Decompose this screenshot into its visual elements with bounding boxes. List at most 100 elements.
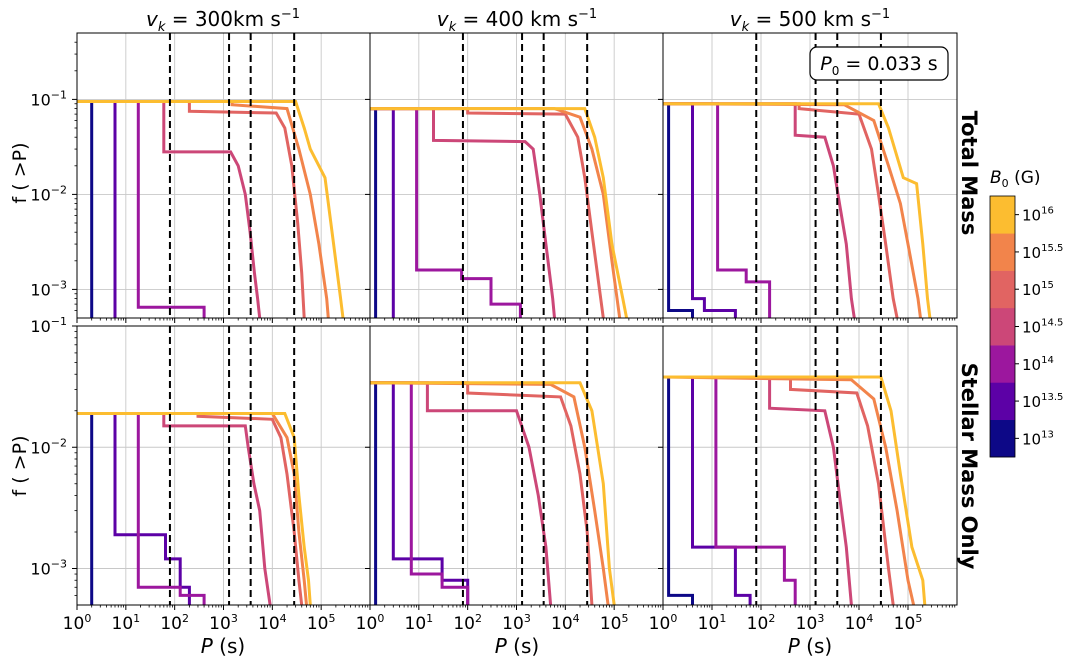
xlabel-col1: P (s) [201,634,245,658]
y-tick-base: 10 [30,560,50,579]
x-tick-exponent: 4 [866,612,873,625]
colorbar-tick-label: 1015.5 [1022,243,1063,262]
colorbar-blocks [989,195,1016,458]
series-line-10e16 [370,107,629,318]
row-title-total-mass: Total Mass [957,111,981,236]
series-line-10e15p5 [663,375,916,605]
column-title-300: vk = 300km s−1 [146,7,300,35]
x-tick-label: 101 [112,612,141,634]
colorbar-tick-base: 10 [1022,319,1041,337]
y-tick-label: 10−2 [30,436,67,457]
x-tick-base: 10 [698,614,720,634]
y-tick-exponent: −1 [51,88,67,101]
series-line-10e15p5 [370,381,610,605]
y-tick-base: 10 [30,90,50,109]
colorbar-tick-base: 10 [1022,244,1041,262]
series-line-10e13p5 [77,100,117,318]
x-tick-exponent: 1 [133,612,140,625]
series-line-10e13p5 [77,412,191,605]
x-tick-label: 100 [649,612,678,634]
x-tick-label: 104 [258,612,287,634]
series-line-10e16 [370,381,616,605]
series-line-10e13 [663,102,694,318]
colorbar-swatch [990,419,1015,458]
xlabel-col3: P (s) [788,634,832,658]
x-tick-label: 101 [698,612,727,634]
row-title-stellar-mass: Stellar Mass Only [957,363,981,570]
series-line-10e14 [370,107,522,318]
series-line-10e16 [77,100,345,318]
x-tick-label: 103 [209,612,238,634]
p0-annotation: P0 = 0.033 s [809,46,949,81]
svg-text:P0 = 0.033 s: P0 = 0.033 s [820,53,937,78]
series-line-10e13p5 [663,375,752,605]
colorbar-tick-label: 1014.5 [1022,318,1063,337]
x-tick-base: 10 [649,614,671,634]
x-tick-label: 103 [796,612,825,634]
x-tick-exponent: 2 [475,612,482,625]
colorbar-swatch [990,345,1015,383]
colorbar-tick-base: 10 [1022,207,1041,225]
series-line-10e14p5 [77,412,272,605]
x-tick-exponent: 5 [328,612,335,625]
series-line-10e15 [77,100,306,318]
y-tick-base: 10 [30,317,50,336]
x-tick-exponent: 3 [231,612,238,625]
series-line-10e13 [370,381,378,605]
y-tick-base: 10 [30,280,50,299]
y-tick-label: 10−2 [30,183,67,204]
x-tick-exponent: 5 [621,612,628,625]
colorbar-swatch [990,233,1015,271]
colorbar-tick-base: 10 [1022,393,1041,411]
x-tick-label: 103 [502,612,531,634]
x-tick-exponent: 2 [768,612,775,625]
colorbar-tick-exponent: 14.5 [1041,318,1063,329]
y-tick-exponent: −2 [51,183,67,196]
series-line-10e15 [370,381,594,605]
series-line-10e14p5 [77,100,262,318]
series-group [77,100,345,318]
colorbar-swatch [990,307,1015,346]
series-line-10e13 [663,375,694,605]
x-tick-label: 102 [453,612,482,634]
panel-r0-c1 [365,32,664,323]
ylabel-top: f ( >P) [9,143,31,204]
y-tick-exponent: −3 [51,278,67,291]
ylabel-bottom: f ( >P) [9,436,31,497]
series-line-10e16 [663,102,932,318]
series-line-10e14p5 [370,381,553,605]
x-tick-exponent: 3 [524,612,531,625]
colorbar-tick-base: 10 [1022,356,1041,374]
x-tick-label: 105 [600,612,629,634]
y-tick-exponent: −2 [51,436,67,449]
colorbar-tick-label: 1014 [1022,355,1054,374]
x-tick-exponent: 1 [719,612,726,625]
series-line-10e13p5 [370,107,395,318]
series-line-10e14p5 [663,375,853,605]
column-title-400: vk = 400 km s−1 [437,7,597,35]
series-group [663,375,927,605]
colorbar-tick-exponent: 16 [1041,206,1054,217]
x-tick-label: 102 [160,612,189,634]
y-tick-label: 10−3 [30,558,67,579]
series-line-10e13 [77,412,94,605]
x-tick-label: 101 [405,612,434,634]
x-tick-label: 102 [747,612,776,634]
series-line-10e14p5 [370,107,556,318]
colorbar-tick-label: 1013.5 [1022,392,1063,411]
series-group [77,412,312,605]
x-tick-exponent: 0 [377,612,384,625]
colorbar-tick-label: 1013 [1022,429,1054,448]
panel-r1-c2: 100 101 102 103 104 105 [649,325,958,634]
series-group [370,107,629,318]
x-tick-base: 10 [405,614,427,634]
colorbar: B0 (G) 10131013.510141014.510151015.5101… [989,168,1063,458]
x-tick-base: 10 [307,614,329,634]
series-line-10e16 [663,375,927,605]
series-line-10e14 [663,375,797,605]
x-tick-base: 10 [209,614,231,634]
colorbar-tick-exponent: 13.5 [1041,392,1063,403]
series-line-10e15p5 [663,102,922,318]
x-tick-label: 104 [551,612,580,634]
